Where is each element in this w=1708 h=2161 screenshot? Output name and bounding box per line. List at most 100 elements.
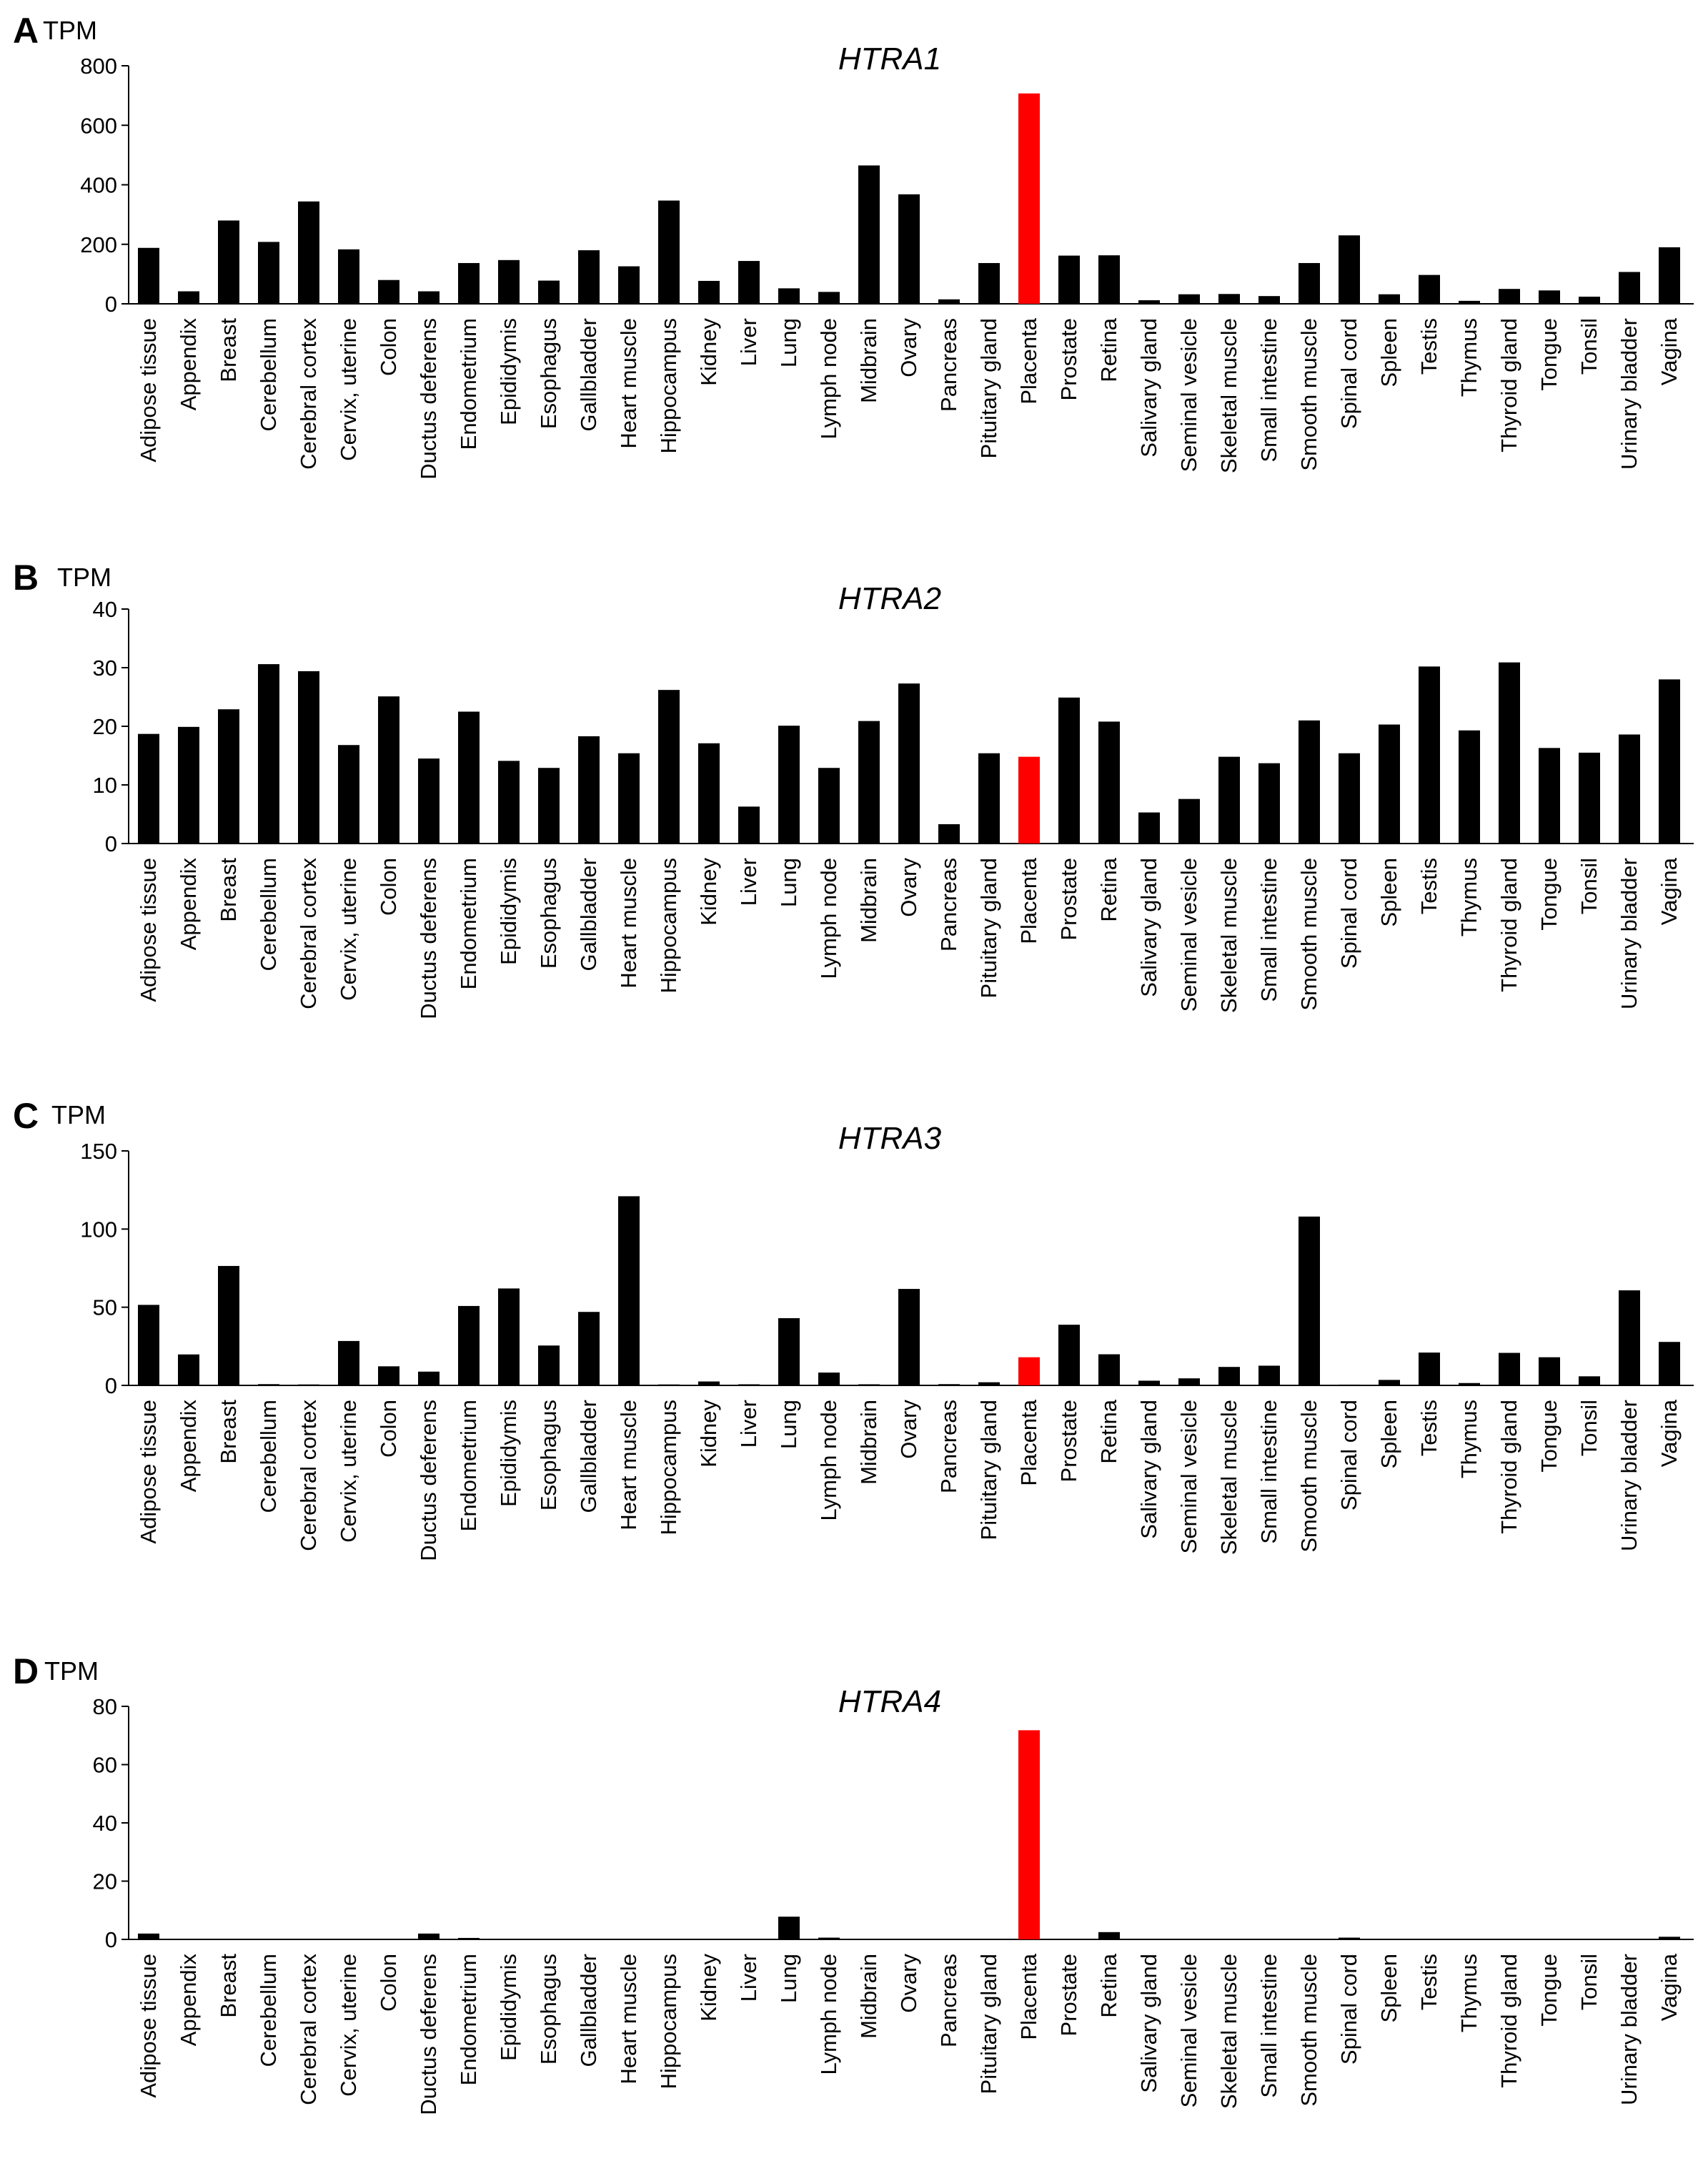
bar-adipose-tissue (138, 1305, 159, 1385)
bar-lung (778, 1917, 800, 1939)
bar-cerebral-cortex (298, 201, 319, 304)
bar-small-intestine (1258, 296, 1280, 304)
x-category-label: Lung (776, 1400, 801, 1449)
y-tick-label: 10 (93, 773, 117, 798)
x-category-label: Lymph node (816, 318, 841, 439)
x-category-label: Midbrain (856, 858, 881, 943)
x-category-label: Skeletal muscle (1216, 1400, 1241, 1555)
x-category-label: Appendix (176, 1400, 201, 1493)
bar-pituitary-gland (978, 262, 1000, 304)
y-tick-label: 800 (80, 54, 117, 79)
x-category-label: Cervix, uterine (336, 318, 361, 461)
x-category-label: Esophagus (536, 858, 561, 969)
y-tick-label: 600 (80, 113, 117, 138)
x-category-label: Esophagus (536, 1954, 561, 2064)
bar-epididymis (498, 1939, 520, 1940)
bar-colon (378, 1366, 399, 1385)
x-category-label: Retina (1096, 1399, 1121, 1463)
bar-tongue (1539, 1939, 1560, 1940)
bar-cerebral-cortex (298, 1939, 319, 1940)
x-category-label: Spinal cord (1336, 1954, 1361, 2064)
x-category-label: Spinal cord (1336, 318, 1361, 429)
bar-kidney (698, 280, 720, 304)
bar-spleen (1379, 724, 1400, 844)
bar-epididymis (498, 259, 520, 304)
y-tick-label: 80 (93, 1694, 117, 1719)
x-category-label: Kidney (696, 1400, 721, 1468)
x-category-label: Testis (1416, 318, 1441, 375)
bar-gallbladder (578, 250, 600, 304)
bar-thymus (1459, 730, 1480, 844)
x-category-label: Pancreas (936, 1400, 961, 1493)
x-category-label: Vagina (1657, 1399, 1682, 1467)
x-category-label: Cerebellum (256, 858, 281, 971)
bar-breast (218, 220, 239, 304)
x-category-label: Salivary gland (1136, 858, 1161, 997)
y-tick-label: 20 (93, 1869, 117, 1894)
bar-testis (1419, 666, 1440, 844)
bar-colon (378, 1939, 399, 1940)
x-category-label: Placenta (1016, 857, 1041, 944)
x-category-label: Adipose tissue (136, 1954, 161, 2098)
x-category-label: Tongue (1536, 1400, 1561, 1473)
bar-thyroid-gland (1499, 1353, 1520, 1385)
x-category-label: Ovary (896, 1954, 921, 2013)
bar-ovary (898, 194, 920, 304)
bar-placenta (1018, 93, 1040, 304)
bar-ductus-deferens (418, 758, 440, 844)
y-tick-label: 30 (93, 656, 117, 681)
x-category-label: Skeletal muscle (1216, 858, 1241, 1013)
x-category-label: Hippocampus (656, 858, 681, 994)
chart-title: HTRA4 (838, 1684, 941, 1719)
bar-ovary (898, 1289, 920, 1385)
x-category-label: Cervix, uterine (336, 858, 361, 1001)
bar-ductus-deferens (418, 291, 440, 304)
bar-esophagus (538, 768, 560, 844)
x-category-label: Salivary gland (1136, 318, 1161, 458)
x-category-label: Tongue (1536, 858, 1561, 931)
x-category-label: Spleen (1376, 858, 1401, 927)
bar-spleen (1379, 294, 1400, 304)
x-category-label: Endometrium (456, 1954, 481, 2085)
x-category-label: Thymus (1456, 318, 1481, 397)
bar-kidney (698, 1381, 720, 1385)
x-category-label: Smooth muscle (1296, 318, 1321, 471)
x-category-label: Salivary gland (1136, 1954, 1161, 2093)
bar-tonsil (1579, 297, 1600, 304)
x-category-label: Testis (1416, 1400, 1441, 1456)
bar-salivary-gland (1138, 1380, 1160, 1385)
bar-cervix-uterine (338, 1340, 359, 1385)
bar-endometrium (458, 1937, 480, 1939)
x-category-label: Kidney (696, 1954, 721, 2022)
bar-appendix (178, 1354, 199, 1385)
x-category-label: Urinary bladder (1617, 1400, 1642, 1551)
x-category-label: Thymus (1456, 858, 1481, 936)
x-category-label: Thymus (1456, 1954, 1481, 2032)
x-category-label: Cerebellum (256, 1954, 281, 2067)
x-category-label: Endometrium (456, 858, 481, 989)
y-tick-label: 200 (80, 232, 117, 257)
bar-appendix (178, 1939, 199, 1940)
chart-title: HTRA3 (838, 1121, 942, 1156)
bar-cerebellum (258, 1384, 279, 1385)
x-category-label: Tonsil (1577, 1954, 1602, 2010)
x-category-label: Endometrium (456, 318, 481, 450)
y-tick-label: 20 (93, 714, 117, 739)
bar-cervix-uterine (338, 249, 359, 304)
bar-salivary-gland (1138, 300, 1160, 304)
bar-colon (378, 696, 399, 844)
x-category-label: Liver (736, 1400, 761, 1448)
x-category-label: Lymph node (816, 1400, 841, 1520)
bar-appendix (178, 291, 199, 304)
x-category-label: Thyroid gland (1496, 1400, 1521, 1534)
panel-letter: B (13, 558, 39, 598)
x-category-label: Liver (736, 858, 761, 906)
bar-pituitary-gland (978, 1939, 1000, 1940)
bar-urinary-bladder (1619, 1939, 1640, 1940)
bar-thyroid-gland (1499, 662, 1520, 844)
bar-heart-muscle (618, 1939, 640, 1940)
bar-endometrium (458, 262, 480, 304)
bar-thymus (1459, 300, 1480, 304)
bar-midbrain (858, 165, 880, 304)
